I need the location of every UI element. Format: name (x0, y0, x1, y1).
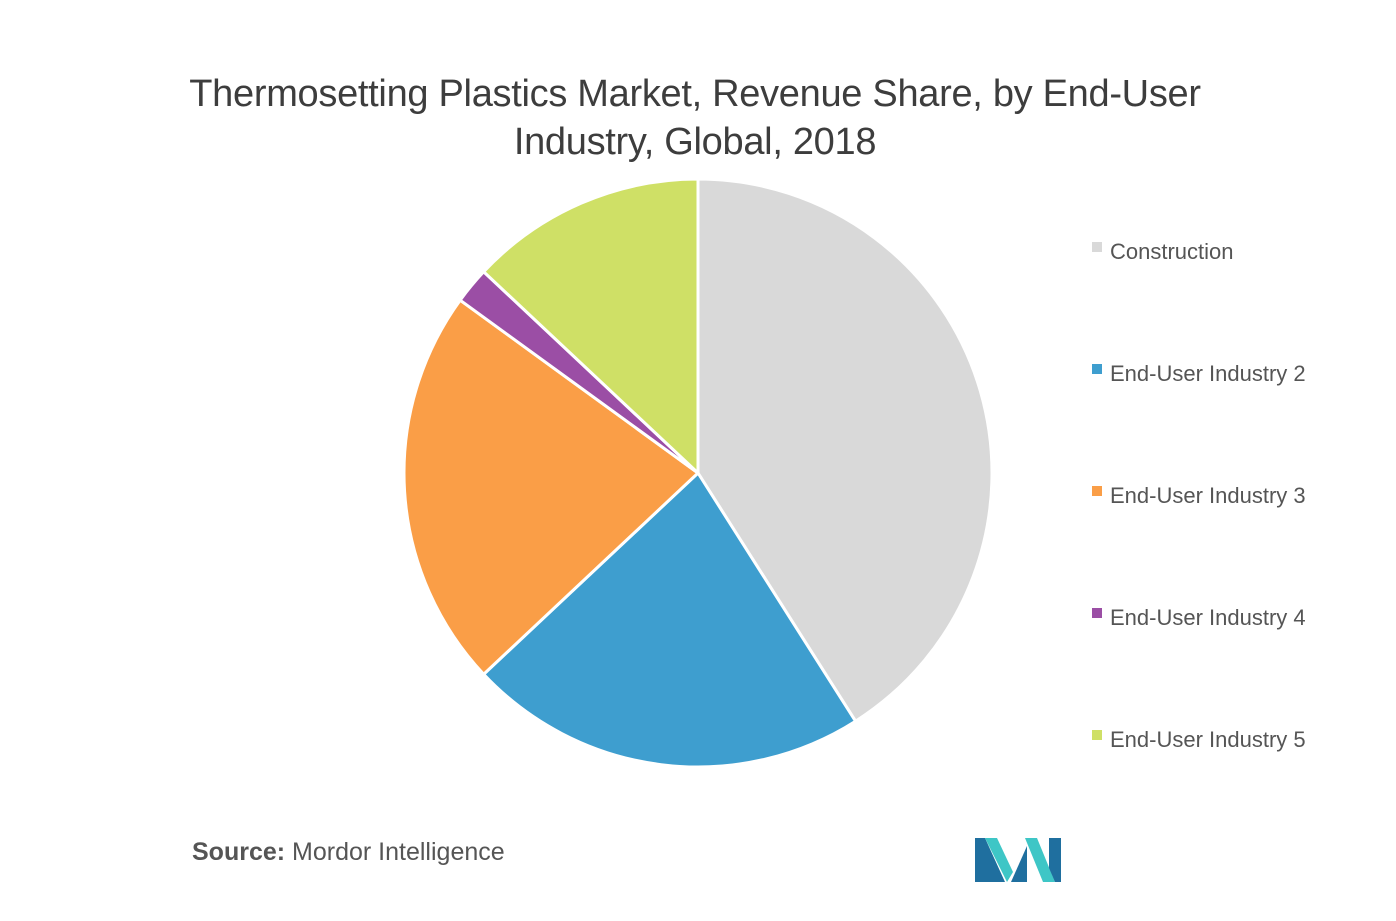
legend-swatch (1092, 242, 1102, 252)
pie-slice-3 (402, 298, 700, 676)
legend-label: Construction (1110, 239, 1234, 264)
pie-slice-5 (482, 177, 700, 475)
legend-label: End-User Industry 5 (1110, 727, 1306, 752)
pie-slice-2 (482, 471, 858, 769)
source-name: Mordor Intelligence (292, 838, 505, 866)
legend-label: End-User Industry 4 (1110, 605, 1306, 630)
legend-label: End-User Industry 2 (1110, 361, 1306, 386)
legend-item: End-User Industry 3 (1092, 476, 1306, 516)
legend-swatch (1092, 730, 1102, 740)
mordor-intelligence-logo-icon (975, 838, 1061, 882)
source-note: Source: Mordor Intelligence (192, 838, 505, 867)
legend-item: End-User Industry 4 (1092, 598, 1306, 638)
chart-title: Thermosetting Plastics Market, Revenue S… (189, 73, 1201, 163)
legend-label: End-User Industry 3 (1110, 483, 1306, 508)
legend-item: Construction (1092, 232, 1234, 272)
legend-item: End-User Industry 5 (1092, 720, 1306, 760)
legend-swatch (1092, 608, 1102, 618)
legend-swatch (1092, 486, 1102, 496)
source-prefix: Source: (192, 838, 286, 866)
legend-swatch (1092, 364, 1102, 374)
pie-slice-1 (696, 177, 994, 723)
legend-item: End-User Industry 2 (1092, 354, 1306, 394)
